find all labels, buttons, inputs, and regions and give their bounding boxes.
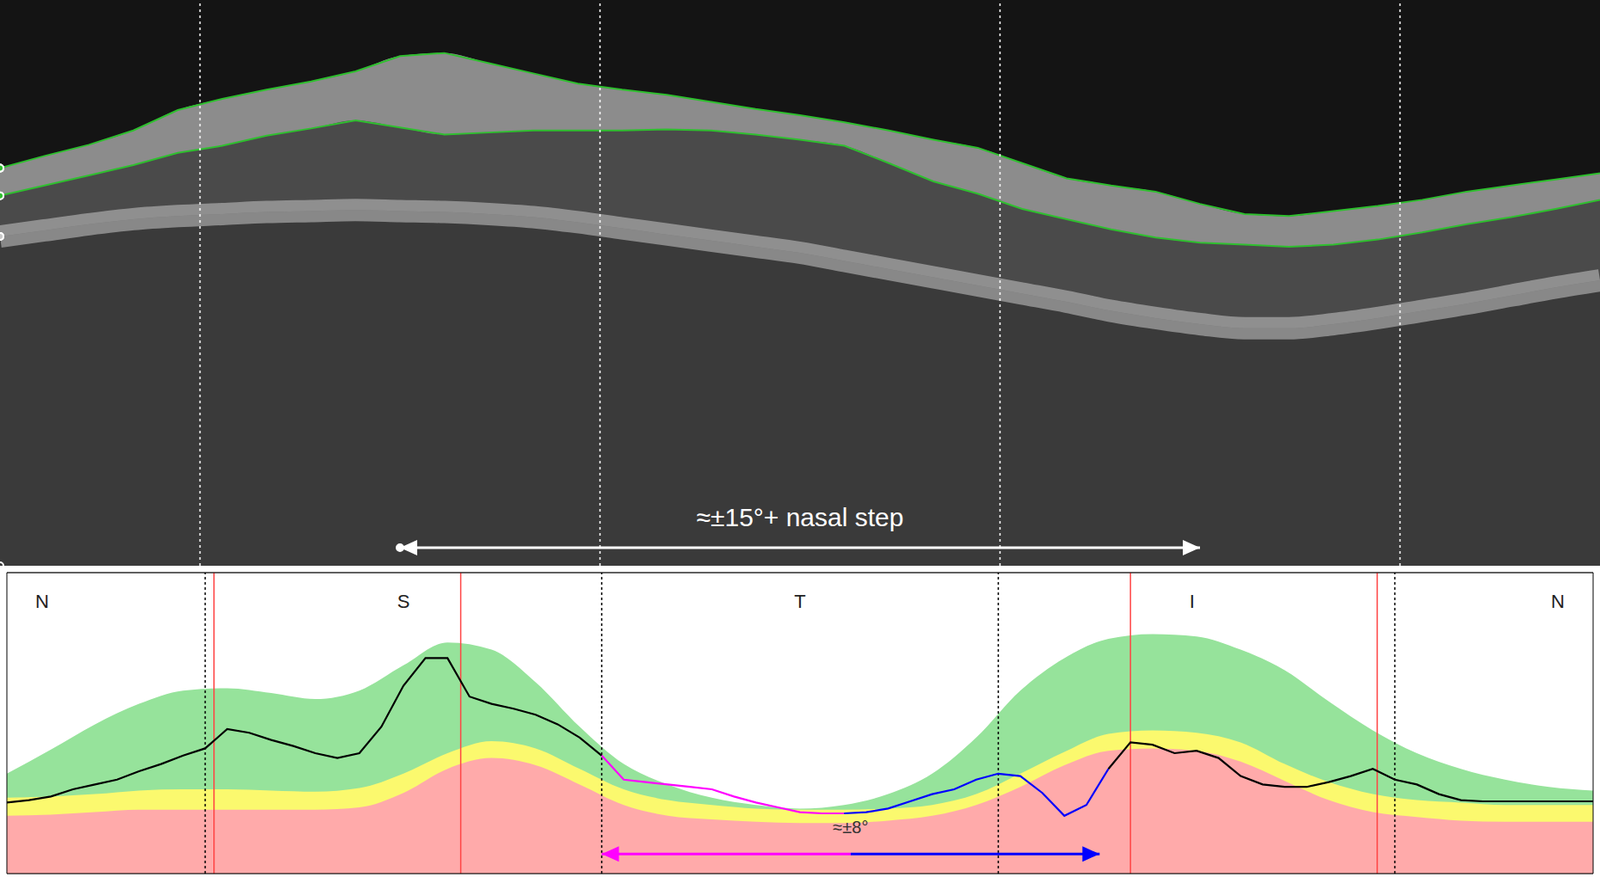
svg-text:I: I (1189, 590, 1195, 613)
svg-text:N: N (35, 590, 50, 613)
svg-text:≈±8°: ≈±8° (832, 818, 868, 837)
svg-text:T: T (793, 590, 806, 613)
svg-text:N: N (1550, 590, 1565, 613)
svg-text:≈±15°+ nasal step: ≈±15°+ nasal step (696, 503, 905, 532)
svg-text:S: S (397, 590, 411, 613)
